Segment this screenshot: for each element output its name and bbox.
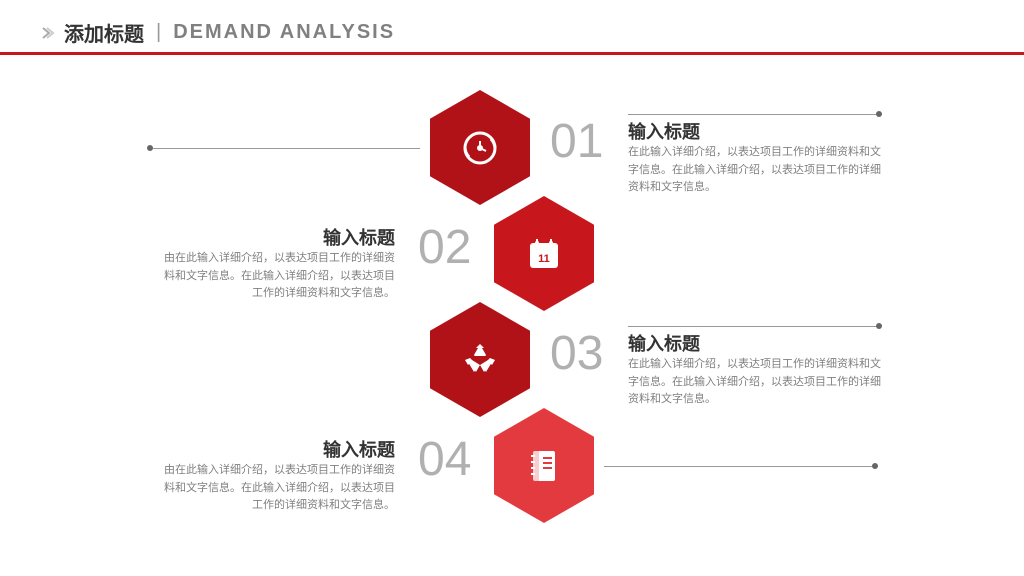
hex-03: [430, 302, 530, 417]
header-title-en: DEMAND ANALYSIS: [173, 21, 395, 44]
header-separator: |: [156, 21, 161, 44]
item-01-title: 输入标题: [628, 118, 700, 144]
line-03: [628, 326, 878, 327]
hex-01: [430, 90, 530, 205]
header-rule: [0, 52, 1024, 55]
line-01-left: [150, 148, 420, 149]
calendar-icon: 11: [524, 234, 564, 274]
notebook-icon: [524, 446, 564, 486]
svg-text:11: 11: [538, 253, 550, 265]
dot-03: [876, 323, 882, 329]
item-01-desc: 在此输入详细介绍，以表达项目工作的详细资料和文字信息。在此输入详细介绍，以表达项…: [628, 144, 888, 197]
slide-header: 添加标题 | DEMAND ANALYSIS: [40, 18, 395, 47]
item-02-title: 输入标题: [155, 224, 395, 250]
num-03: 03: [550, 330, 603, 378]
refresh-icon: [460, 128, 500, 168]
recycle-icon: [460, 340, 500, 380]
hex-04: [494, 408, 594, 523]
num-01: 01: [550, 118, 603, 166]
chevron-icon: [40, 25, 56, 41]
line-01: [628, 114, 878, 115]
item-02-desc: 由在此输入详细介绍，以表达项目工作的详细资料和文字信息。在此输入详细介绍，以表达…: [155, 250, 395, 303]
item-04-desc: 由在此输入详细介绍，以表达项目工作的详细资料和文字信息。在此输入详细介绍，以表达…: [155, 462, 395, 515]
num-04: 04: [418, 436, 471, 484]
header-title-cn: 添加标题: [64, 18, 144, 47]
item-03-title: 输入标题: [628, 330, 700, 356]
hex-02: 11: [494, 196, 594, 311]
num-02: 02: [418, 224, 471, 272]
line-04-right: [604, 466, 874, 467]
dot-04-right: [872, 463, 878, 469]
item-04-title: 输入标题: [155, 436, 395, 462]
dot-01-left: [147, 145, 153, 151]
dot-01: [876, 111, 882, 117]
item-03-desc: 在此输入详细介绍，以表达项目工作的详细资料和文字信息。在此输入详细介绍，以表达项…: [628, 356, 888, 409]
